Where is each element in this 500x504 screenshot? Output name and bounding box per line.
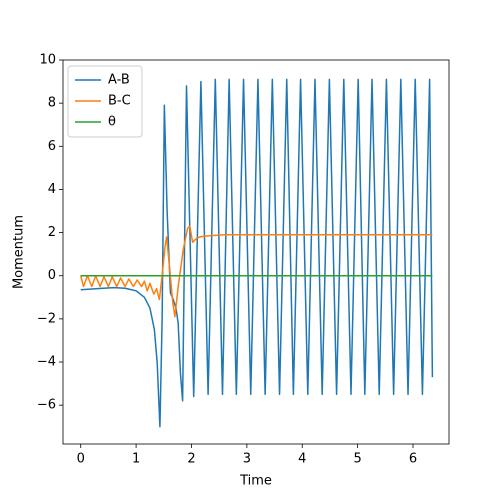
legend-box [67, 65, 143, 138]
x-tick-label: 1 [132, 452, 140, 467]
legend-label: B-C [108, 94, 131, 109]
x-tick-label: 4 [298, 452, 306, 467]
y-tick-label: 10 [39, 53, 56, 68]
y-axis-label: Momentum [12, 215, 27, 289]
y-tick-label: −4 [37, 355, 56, 370]
legend-label: θ [108, 115, 116, 130]
y-tick-label: −6 [37, 398, 56, 413]
y-tick-label: −2 [37, 311, 56, 326]
y-tick-label: 4 [48, 182, 56, 197]
series-line [79, 225, 433, 318]
x-tick-label: 5 [353, 452, 361, 467]
y-tick-label: 8 [48, 96, 56, 111]
x-axis-label: Time [239, 474, 272, 489]
y-tick-label: 2 [48, 225, 56, 240]
legend-label: A-B [108, 73, 130, 88]
y-tick-label: 0 [48, 268, 56, 283]
x-tick-label: 0 [77, 452, 85, 467]
series-line [80, 78, 434, 428]
x-tick-label: 6 [409, 452, 417, 467]
x-tick-label: 2 [187, 452, 195, 467]
x-tick-label: 3 [243, 452, 251, 467]
y-tick-label: 6 [48, 139, 56, 154]
plot-frame [62, 59, 450, 445]
